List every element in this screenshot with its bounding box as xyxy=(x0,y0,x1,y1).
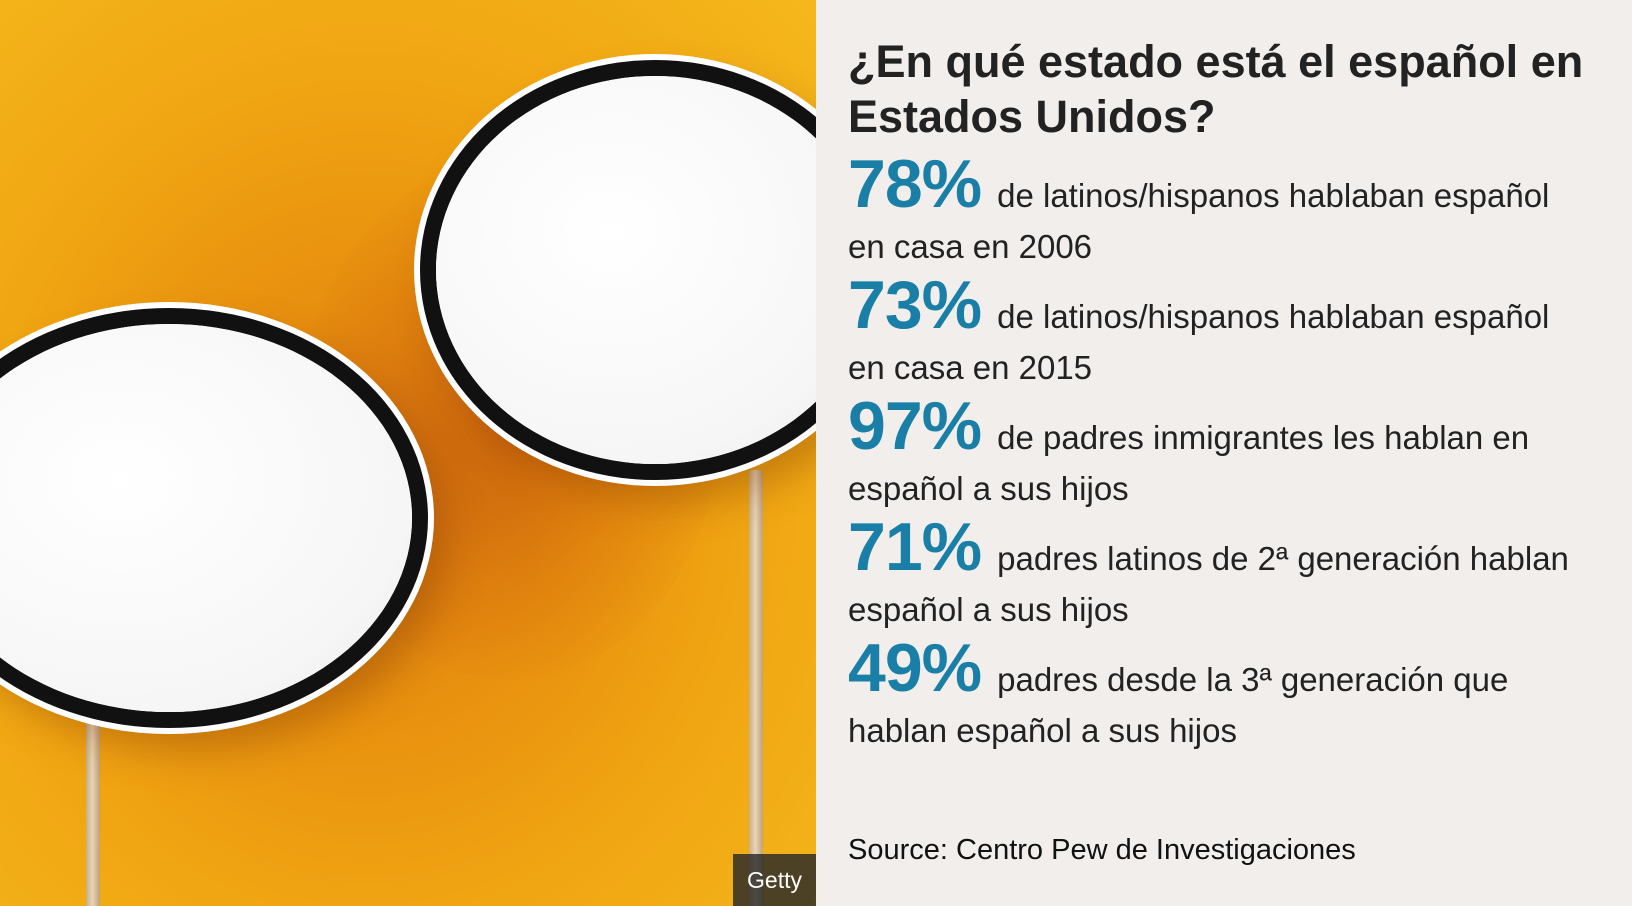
stat-value: 97% xyxy=(848,388,982,464)
stats-list: 78% de latinos/hispanos hablaban español … xyxy=(848,150,1592,756)
stat-text: padres desde la 3ª generación que hablan… xyxy=(848,661,1509,749)
stats-panel: ¿En qué estado está el español en Estado… xyxy=(816,0,1632,906)
stat-value: 49% xyxy=(848,630,982,706)
stat-text: de latinos/hispanos hablaban español en … xyxy=(848,298,1550,386)
speech-bubble-icon xyxy=(420,60,816,480)
stat-text: de latinos/hispanos hablaban español en … xyxy=(848,177,1550,265)
stat-value: 73% xyxy=(848,267,982,343)
source-note: Source: Centro Pew de Investigaciones xyxy=(848,834,1356,866)
photo-credit: Getty xyxy=(733,854,816,906)
speech-bubble-icon xyxy=(0,308,428,728)
stat-text: de padres inmigrantes les hablan en espa… xyxy=(848,419,1530,507)
right-sign-stick xyxy=(749,470,763,906)
left-sign-stick xyxy=(86,690,100,906)
stat-item: 49% padres desde la 3ª generación que hab… xyxy=(848,634,1592,756)
stat-item: 78% de latinos/hispanos hablaban español … xyxy=(848,150,1592,272)
stat-item: 71% padres latinos de 2ª generación habla… xyxy=(848,513,1592,635)
stat-value: 78% xyxy=(848,146,982,222)
stat-value: 71% xyxy=(848,509,982,585)
speech-bubbles-photo: Getty xyxy=(0,0,816,906)
stat-item: 97% de padres inmigrantes les hablan en e… xyxy=(848,392,1592,514)
stat-item: 73% de latinos/hispanos hablaban español … xyxy=(848,271,1592,393)
stat-text: padres latinos de 2ª generación hablan e… xyxy=(848,540,1569,628)
page-title: ¿En qué estado está el español en Estado… xyxy=(848,36,1584,142)
